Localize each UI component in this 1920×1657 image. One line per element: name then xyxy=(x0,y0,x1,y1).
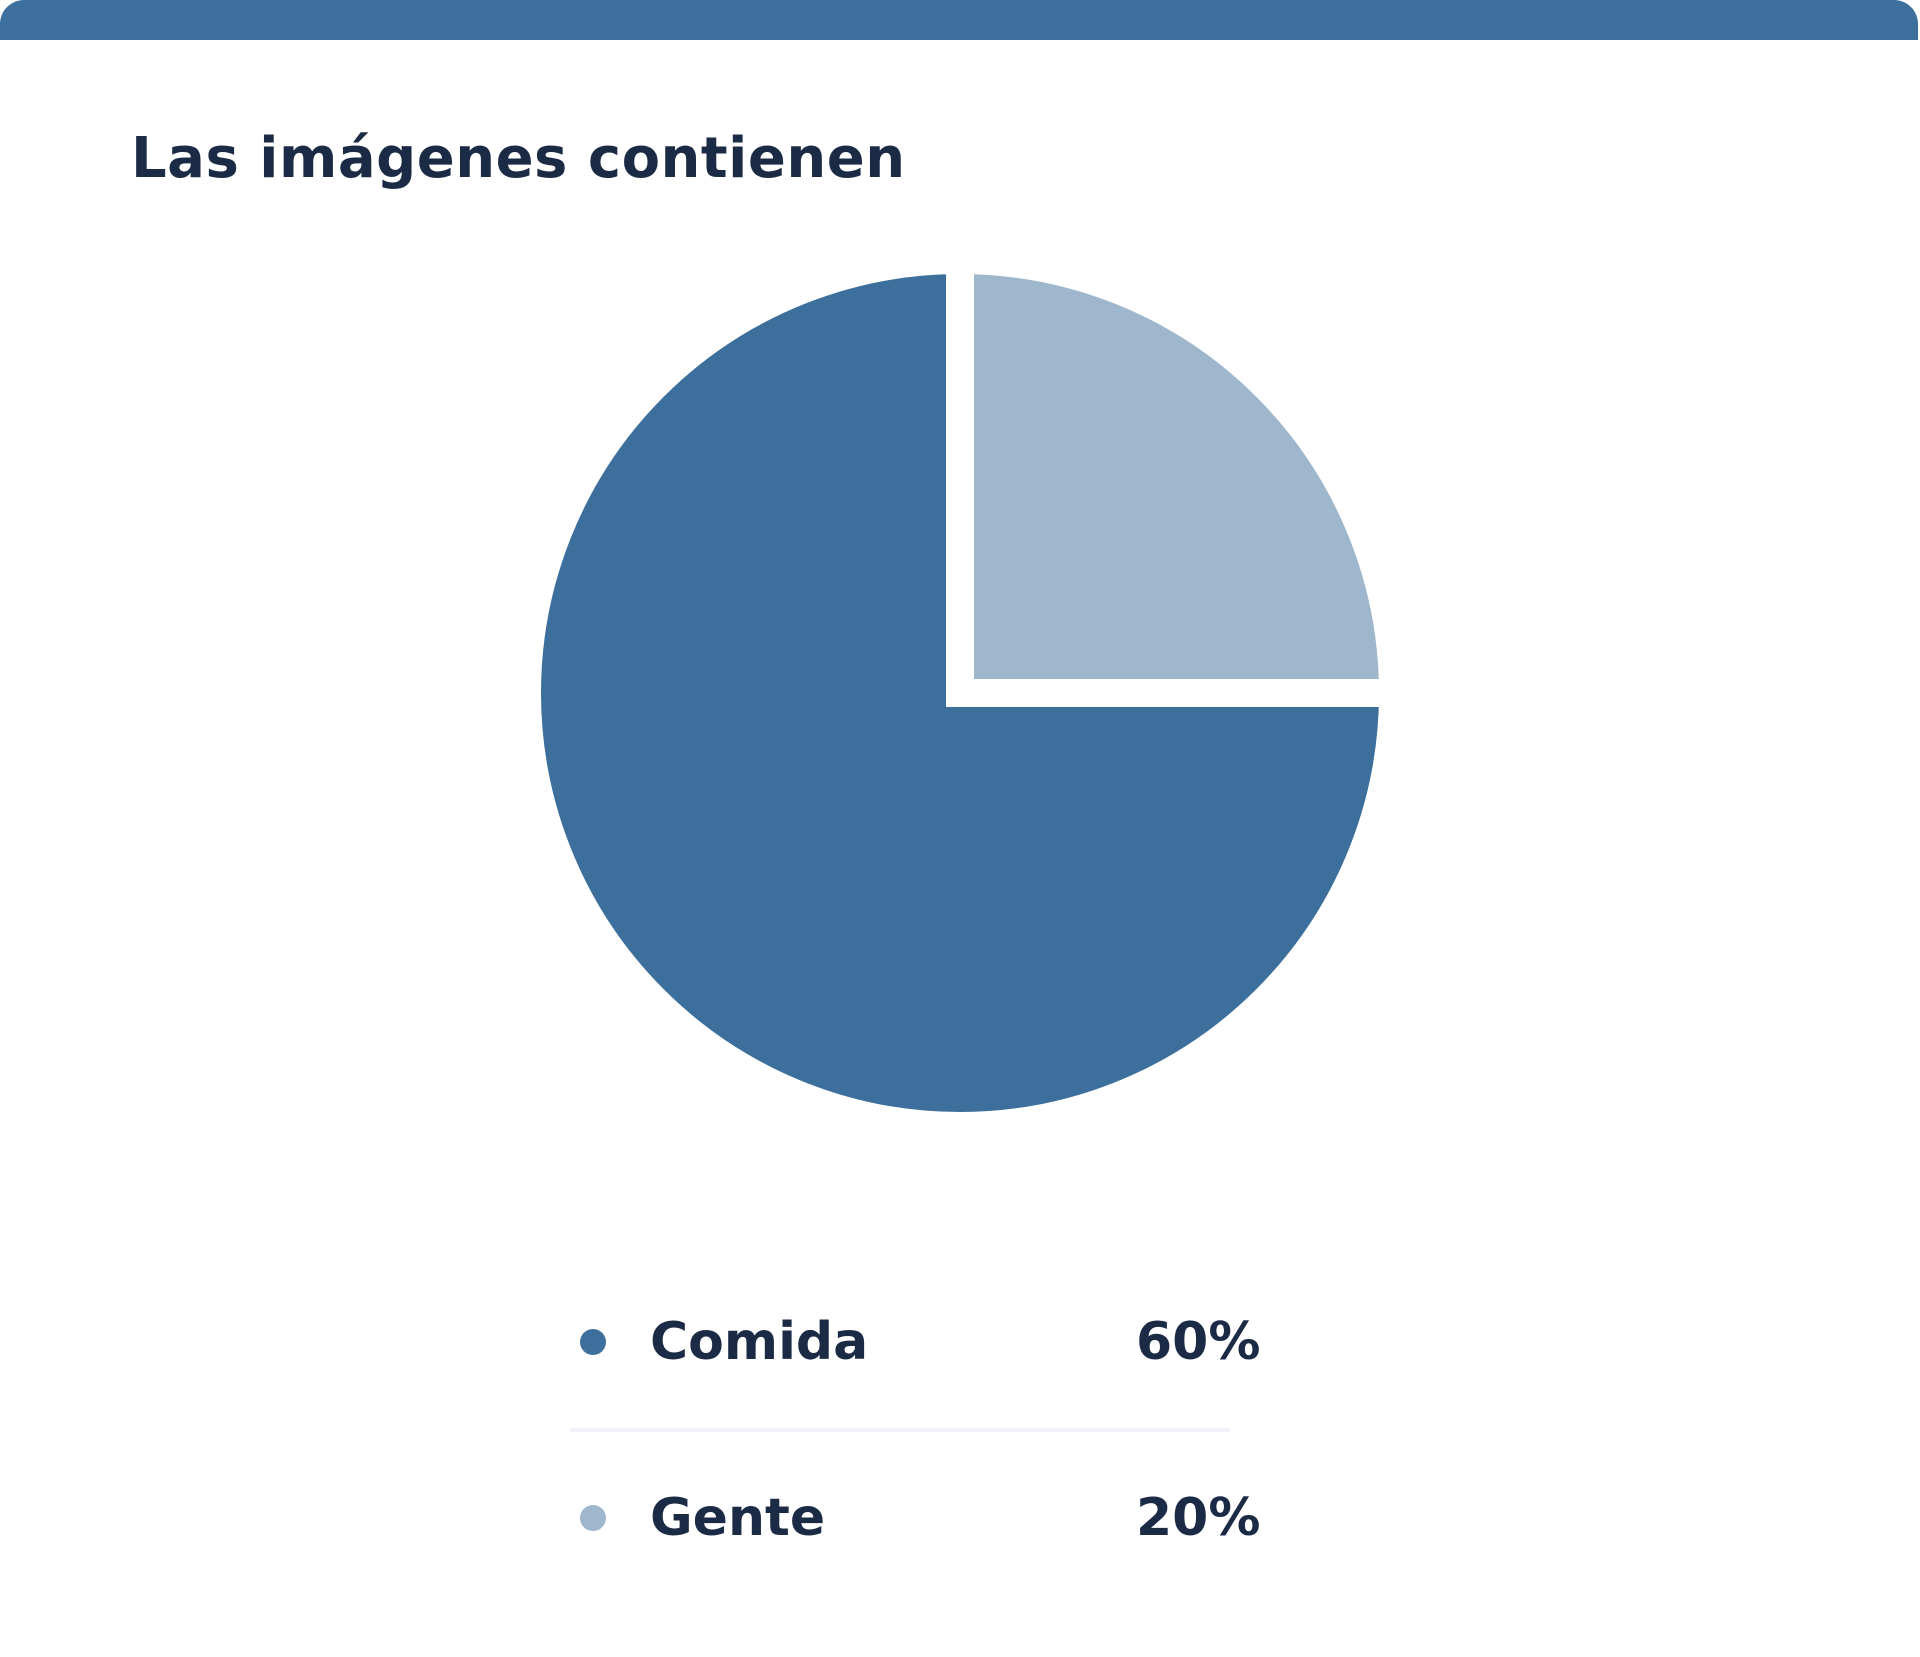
pie-slice-gente xyxy=(946,245,1408,707)
legend-item-gente: Gente 20% xyxy=(570,1466,1260,1576)
legend-value: 20% xyxy=(1136,1488,1261,1548)
legend-label: Gente xyxy=(650,1488,826,1548)
pie-slice-comida xyxy=(513,245,1408,1140)
chart-title: Las imágenes contienen xyxy=(131,126,906,191)
legend-swatch-gente xyxy=(580,1505,606,1531)
legend-divider xyxy=(570,1428,1230,1432)
pie-chart xyxy=(513,245,1408,1140)
legend-value: 60% xyxy=(1136,1312,1261,1372)
legend-swatch-comida xyxy=(580,1329,606,1355)
chart-legend: Comida 60% Gente 20% xyxy=(570,1290,1260,1576)
legend-label: Comida xyxy=(650,1312,869,1372)
legend-item-comida: Comida 60% xyxy=(570,1290,1260,1400)
card-header-bar xyxy=(0,0,1918,40)
